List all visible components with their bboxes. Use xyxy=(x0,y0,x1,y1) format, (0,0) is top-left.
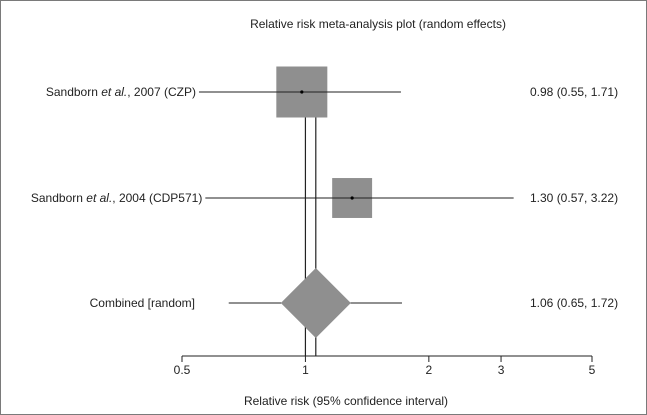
study-point-estimate xyxy=(300,90,304,94)
x-tick-label: 1 xyxy=(302,363,309,377)
study-point-estimate xyxy=(350,196,354,200)
x-tick-label: 2 xyxy=(426,363,433,377)
x-tick-label: 5 xyxy=(589,363,596,377)
x-axis: 0.5 1 2 3 5 xyxy=(174,355,596,377)
x-axis-label: Relative risk (95% confidence interval) xyxy=(244,394,448,408)
combined-ci-text: 1.06 (0.65, 1.72) xyxy=(530,296,618,310)
combined-row: Combined [random] 1.06 (0.65, 1.72) xyxy=(90,268,618,338)
study-ci-text: 1.30 (0.57, 3.22) xyxy=(530,191,618,205)
study-label: Sandborn et al., 2007 (CZP) xyxy=(46,85,196,99)
study-row: Sandborn et al., 2007 (CZP) 0.98 (0.55, 1… xyxy=(46,66,618,118)
study-label: Sandborn et al., 2004 (CDP571) xyxy=(31,191,202,205)
x-tick-label: 3 xyxy=(498,363,505,377)
study-rows: Sandborn et al., 2007 (CZP) 0.98 (0.55, 1… xyxy=(31,66,618,218)
combined-diamond xyxy=(280,268,351,338)
x-tick-label: 0.5 xyxy=(174,363,191,377)
combined-label: Combined [random] xyxy=(90,296,195,310)
chart-title: Relative risk meta-analysis plot (random… xyxy=(250,17,506,31)
study-ci-text: 0.98 (0.55, 1.71) xyxy=(530,85,618,99)
study-row: Sandborn et al., 2004 (CDP571) 1.30 (0.57… xyxy=(31,178,618,218)
